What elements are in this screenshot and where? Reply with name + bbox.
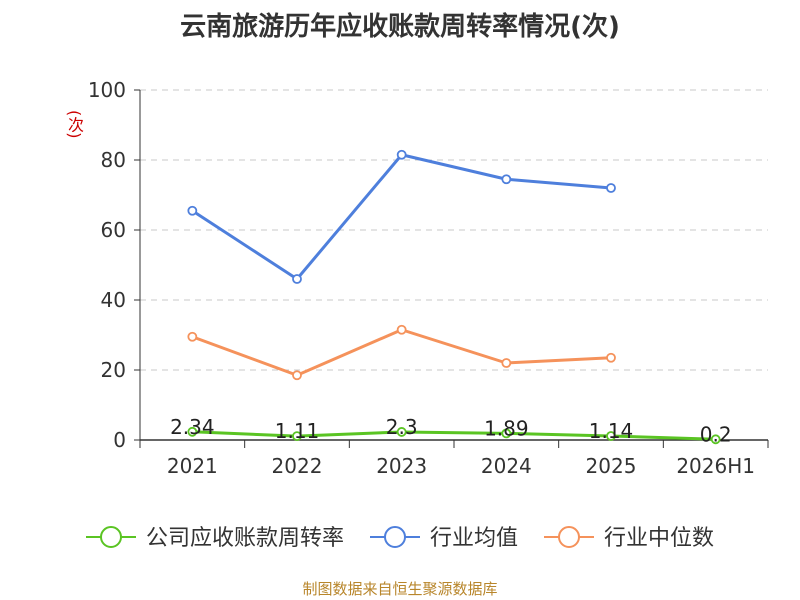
data-point <box>606 183 616 193</box>
x-tick-label: 2025 <box>586 454 637 478</box>
y-tick-label: 20 <box>101 358 126 382</box>
data-point <box>187 205 198 216</box>
y-tick-label: 80 <box>101 148 126 172</box>
legend-label[interactable]: 行业均值 <box>430 526 518 551</box>
y-tick-label: 0 <box>113 428 126 452</box>
legend-label[interactable]: 行业中位数 <box>604 526 714 551</box>
y-axis-unit-label: (次) <box>65 110 84 139</box>
data-label: 1.14 <box>589 419 634 443</box>
x-tick-label: 2024 <box>481 454 532 478</box>
data-point <box>292 370 302 381</box>
series-line <box>192 430 716 441</box>
y-tick-label: 100 <box>88 78 126 102</box>
series-line <box>191 153 612 281</box>
data-label: 2.34 <box>170 415 215 439</box>
data-point <box>606 431 616 441</box>
data-point <box>292 274 302 284</box>
legend-marker <box>99 526 122 548</box>
data-point <box>710 434 721 445</box>
data-point <box>501 174 512 185</box>
x-tick-label: 2021 <box>167 454 218 478</box>
legend-marker <box>558 526 581 548</box>
legend-marker <box>384 526 406 548</box>
x-tick-label: 2022 <box>272 454 323 478</box>
source-note: 制图数据来自恒生聚源数据库 <box>302 580 498 598</box>
data-point <box>292 431 302 442</box>
x-tick-label: 2023 <box>376 454 427 478</box>
data-label: 1.11 <box>275 419 320 443</box>
y-tick-label: 60 <box>101 218 126 242</box>
data-point <box>396 324 407 335</box>
series-line <box>191 328 612 377</box>
data-point <box>501 358 512 368</box>
legend-label[interactable]: 公司应收账款周转率 <box>146 526 344 551</box>
data-point <box>396 149 407 160</box>
x-tick-label: 2026H1 <box>676 454 755 478</box>
y-tick-label: 40 <box>101 288 126 312</box>
data-point <box>606 352 616 363</box>
data-label: 2.3 <box>386 415 418 439</box>
data-point <box>396 427 407 437</box>
data-point <box>501 428 512 439</box>
data-label: 0.2 <box>700 422 732 446</box>
data-label: 1.89 <box>484 416 529 440</box>
data-point <box>187 426 198 437</box>
data-point <box>187 331 198 342</box>
chart-title: 云南旅游历年应收账款周转率情况(次) <box>180 12 620 42</box>
